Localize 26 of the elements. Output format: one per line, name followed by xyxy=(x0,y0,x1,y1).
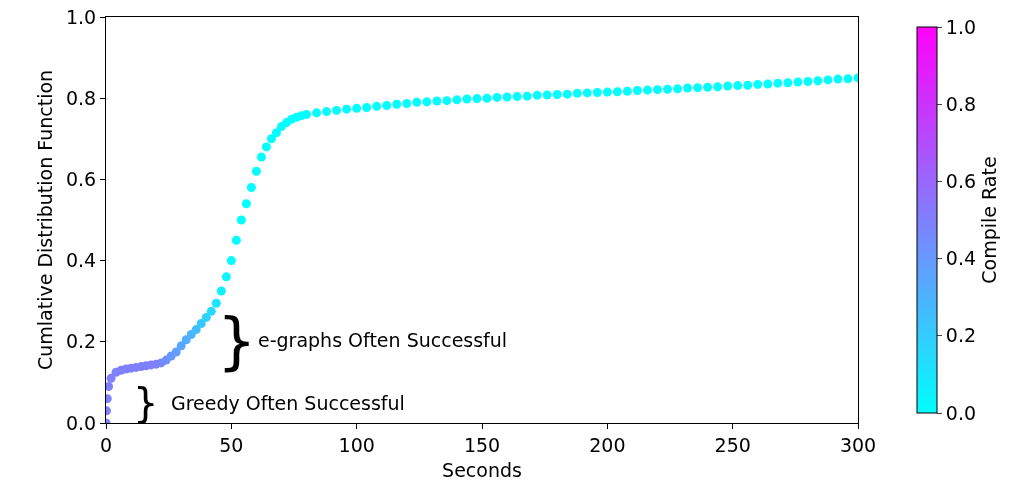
y-axis-title: Cumlative Distribution Function xyxy=(33,69,56,371)
x-axis-title: Seconds xyxy=(442,458,522,481)
color-bar-label: 1.0 xyxy=(945,15,977,38)
color-bar-label: 0.8 xyxy=(945,92,977,115)
x-tick-label: 0 xyxy=(99,433,113,456)
color-bar-label: 0.6 xyxy=(945,170,977,193)
y-tick-label: 1.0 xyxy=(65,5,97,28)
x-tick-label: 300 xyxy=(839,433,877,456)
x-tick-label: 50 xyxy=(219,433,244,456)
annotation: Greedy Often Successful xyxy=(171,392,405,414)
y-tick-label: 0.6 xyxy=(65,168,97,191)
x-tick-label: 250 xyxy=(714,433,751,456)
x-tick-label: 100 xyxy=(338,433,375,456)
color-bar-label: 0.4 xyxy=(945,247,977,270)
y-tick-label: 0.4 xyxy=(65,249,97,272)
color-bar-label: 0.0 xyxy=(945,401,977,424)
annotation: } xyxy=(217,304,257,377)
y-tick-label: 0.8 xyxy=(65,86,97,109)
color-bar-label: 0.2 xyxy=(945,324,977,347)
x-tick-label: 150 xyxy=(463,433,501,456)
y-tick-label: 0.2 xyxy=(65,330,97,353)
color-bar-title: Compile Rate xyxy=(978,156,1001,284)
annotation: } xyxy=(133,380,159,426)
x-tick-label: 200 xyxy=(589,433,626,456)
y-tick-label: 0.0 xyxy=(65,411,97,434)
annotation: e-graphs Often Successful xyxy=(258,329,508,351)
